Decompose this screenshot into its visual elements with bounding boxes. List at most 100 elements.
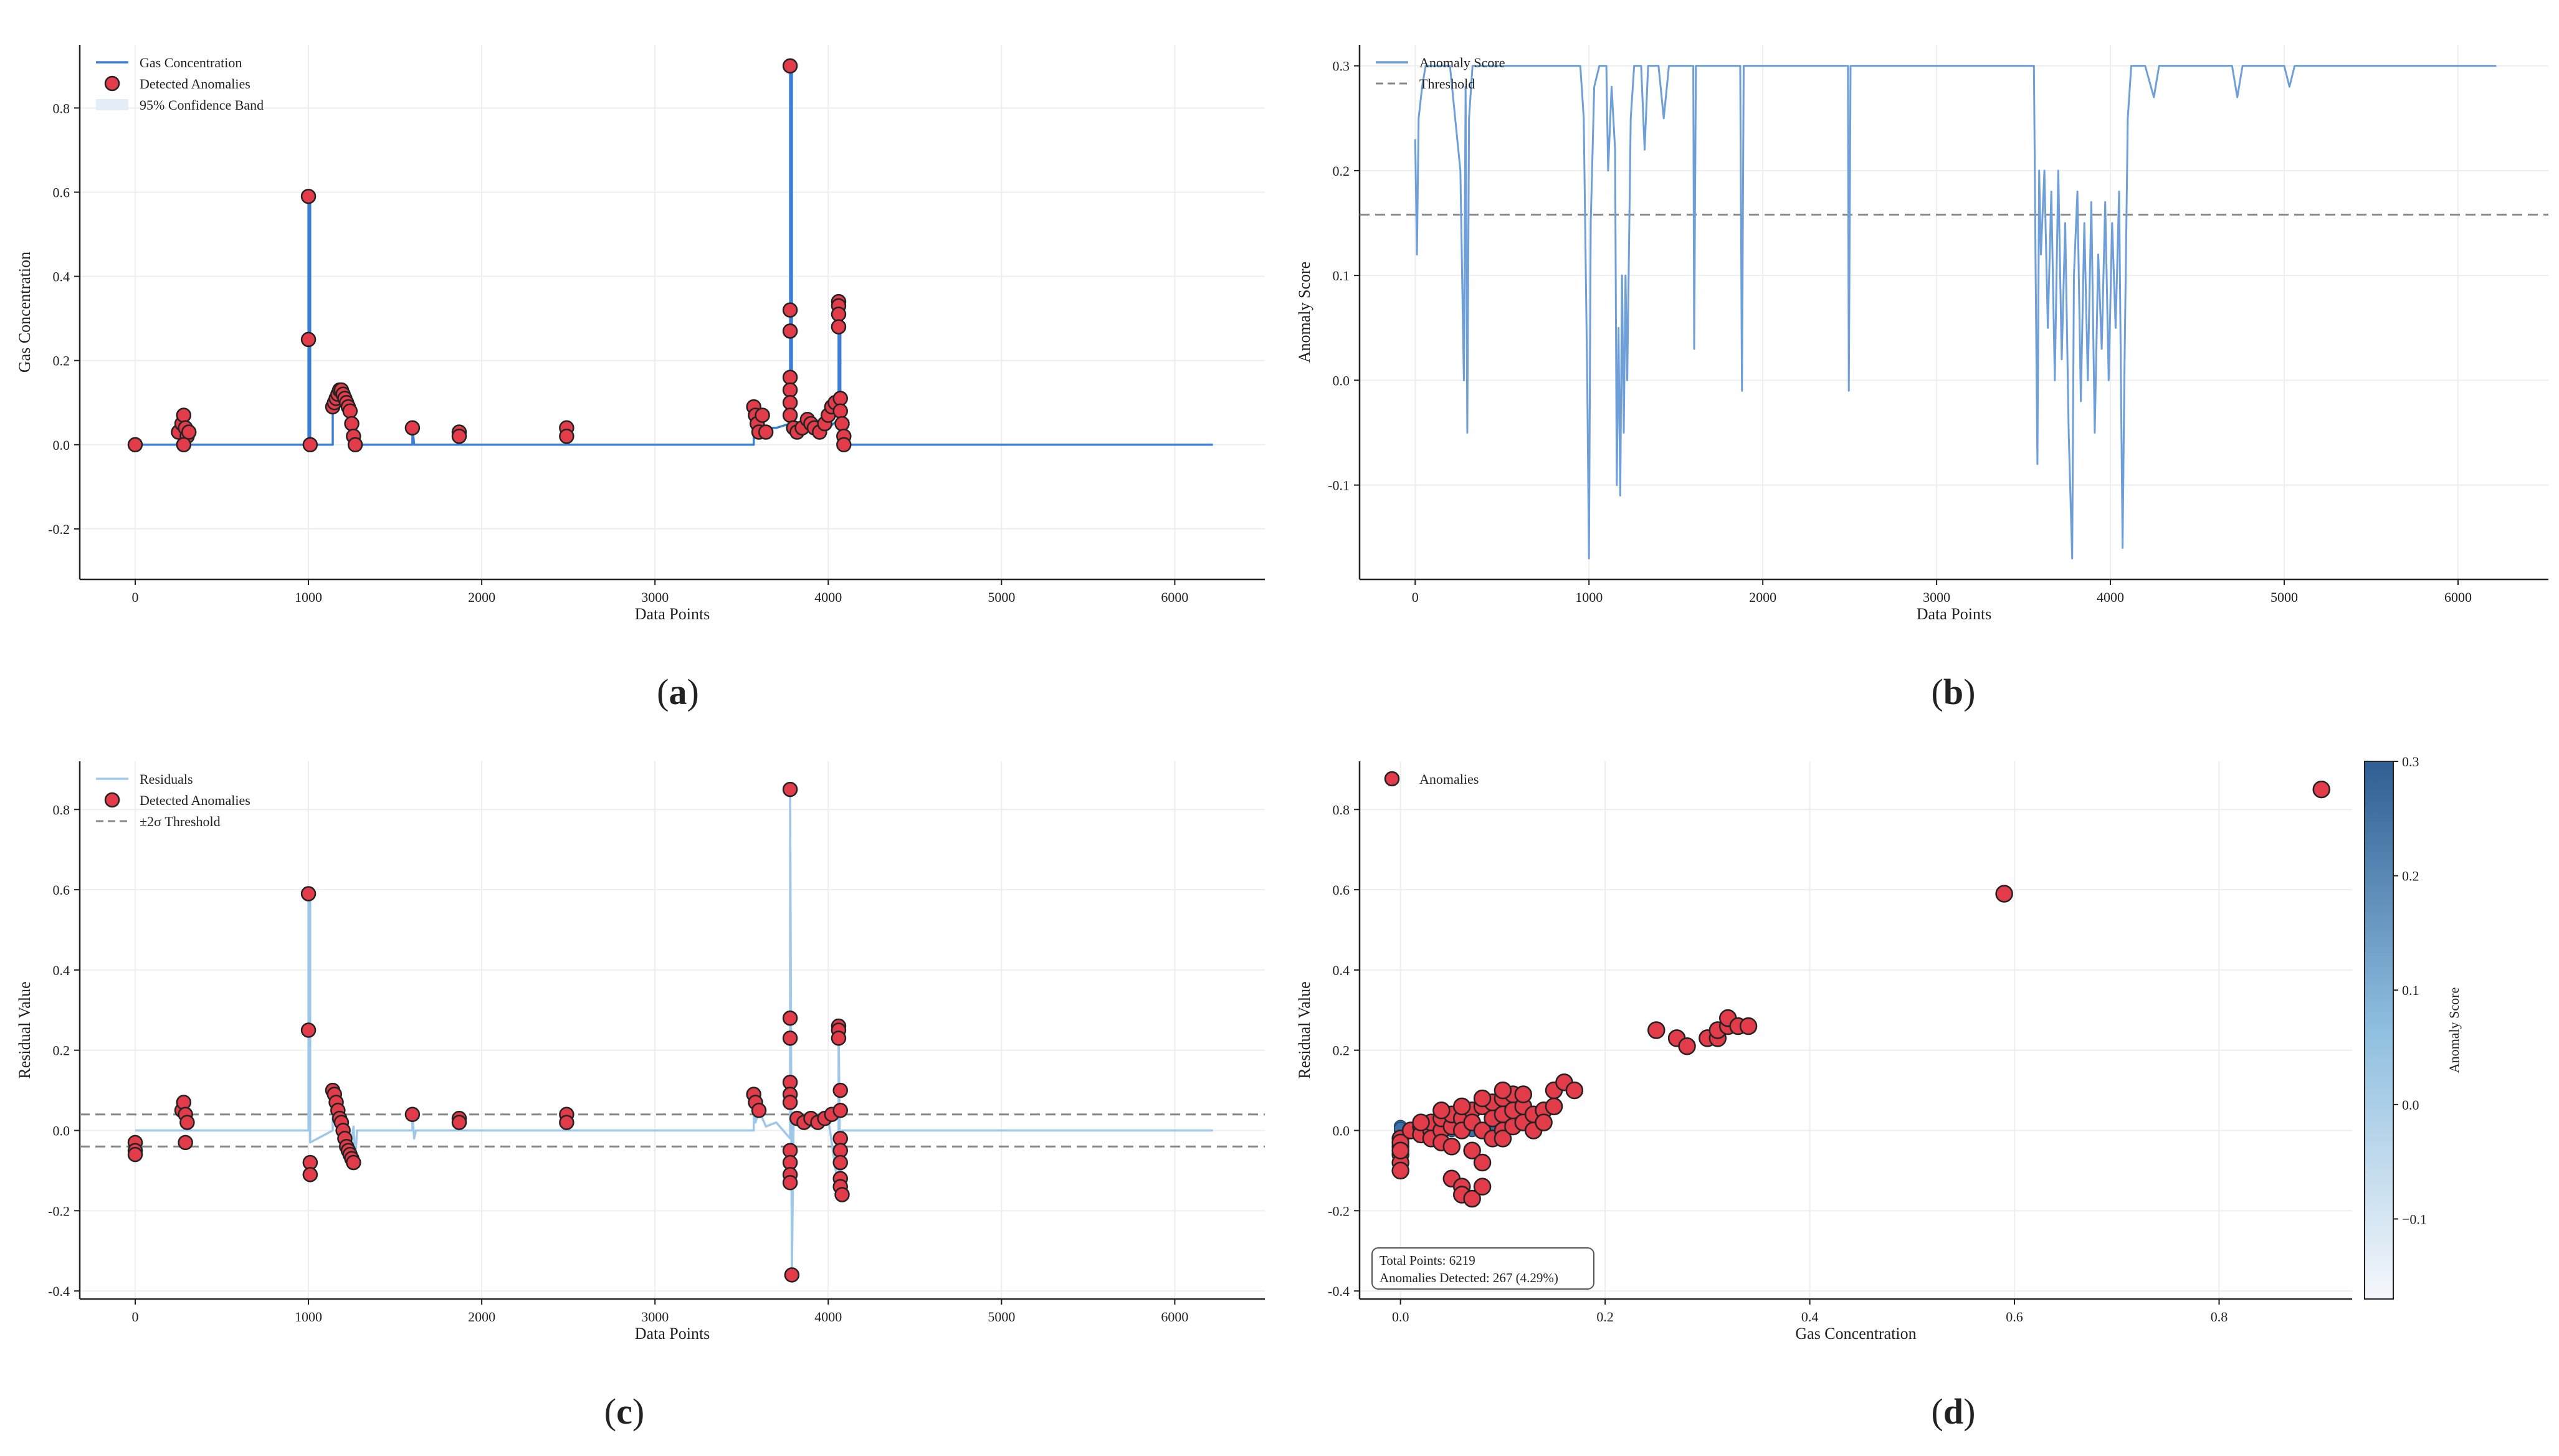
anomaly-point	[1391, 1161, 1409, 1180]
anomaly-point	[1647, 1021, 1665, 1039]
anomaly-point	[784, 1267, 800, 1283]
anomaly-point	[2312, 780, 2330, 799]
anomaly-point	[346, 1154, 361, 1171]
panel-label: (d)	[1932, 1391, 1976, 1432]
y-tick-label: 0.8	[53, 100, 70, 116]
y-tick-label: 0.6	[53, 184, 70, 200]
panel-d: 0.0 0.2 0.4 0.6 0.8 -0.4 -0.2 0.0 0.2 0.4 0.6 0.8 Ga…	[1295, 754, 2462, 1432]
legend-anomaly-marker	[104, 75, 120, 92]
anomaly-point	[782, 1010, 798, 1026]
anomaly-point	[782, 382, 798, 398]
y-tick-label: 0.0	[53, 437, 70, 453]
legend-band-swatch	[96, 99, 128, 110]
anomaly-point	[782, 395, 798, 411]
anomaly-point	[1565, 1081, 1584, 1100]
anomaly-point	[181, 424, 197, 440]
y-tick-label: 0.0	[1333, 1123, 1350, 1139]
anomaly-point	[302, 437, 318, 453]
y-axis-label: Residual Value	[1295, 981, 1313, 1078]
legend-label: 95% Confidence Band	[140, 97, 264, 113]
x-tick-label: 2000	[1749, 589, 1776, 605]
anomaly-point	[344, 416, 360, 432]
x-tick-label: 0	[1412, 589, 1419, 605]
y-tick-label: 0.4	[53, 963, 70, 978]
legend-label: ±2σ Threshold	[140, 814, 221, 829]
x-tick-label: 1000	[295, 1309, 322, 1325]
y-axis-label: Residual Value	[16, 981, 34, 1078]
anomaly-point	[451, 429, 467, 444]
y-tick-label: 0.0	[1333, 373, 1350, 388]
x-tick-label: 0.4	[1801, 1309, 1819, 1325]
anomaly-point	[831, 1030, 847, 1046]
anomaly-point	[1739, 1017, 1758, 1035]
x-tick-label: 0.0	[1392, 1309, 1409, 1325]
series-line-a	[135, 65, 1213, 446]
anomaly-point	[831, 307, 847, 322]
legend-anomaly-marker	[104, 792, 120, 808]
legend-label: Detected Anomalies	[140, 76, 250, 92]
y-tick-label: 0.2	[53, 353, 70, 369]
anomaly-point	[1494, 1130, 1512, 1148]
anomaly-point	[1432, 1102, 1451, 1120]
legend-label: Detected Anomalies	[140, 792, 250, 808]
y-tick-label: -0.1	[1328, 478, 1350, 493]
anomaly-point	[127, 437, 143, 453]
y-tick-label: -0.4	[1328, 1283, 1350, 1299]
x-tick-label: 6000	[1161, 589, 1188, 605]
anomaly-point	[1442, 1138, 1461, 1156]
y-tick-label: -0.2	[1328, 1203, 1350, 1219]
panel-b: 0 1000 2000 3000 4000 5000 6000 -0.1 0.0 0.1 0.2 0.…	[1295, 45, 2548, 712]
stats-box	[1371, 1247, 1594, 1290]
stats-text: Total Points: 6219	[1380, 1253, 1475, 1268]
panel-c: 0 1000 2000 3000 4000 5000 6000 -0.4 -0.2 0.0 0.2 0…	[16, 761, 1265, 1432]
anomaly-point	[782, 1174, 798, 1191]
panel-label: (b)	[1932, 672, 1976, 712]
anomaly-point	[1452, 1097, 1471, 1116]
y-axis-label: Anomaly Score	[1295, 262, 1313, 363]
anomaly-point	[782, 369, 798, 385]
legend-label: Residuals	[140, 771, 193, 787]
anomaly-point	[782, 323, 798, 339]
anomaly-point	[834, 416, 850, 432]
x-tick-label: 5000	[988, 589, 1015, 605]
y-tick-label: 0.6	[53, 882, 70, 898]
anomaly-point	[1678, 1037, 1696, 1055]
legend-label: Gas Concentration	[140, 55, 242, 70]
anomaly-point	[1473, 1089, 1492, 1108]
x-tick-label: 1000	[295, 589, 322, 605]
x-tick-label: 4000	[814, 1309, 842, 1325]
colorbar-label: Anomaly Score	[2446, 987, 2462, 1073]
y-tick-label: 0.4	[1333, 963, 1350, 978]
anomaly-point	[782, 781, 798, 797]
y-axis-label: Gas Concentration	[16, 252, 34, 373]
panel-a: 0 1000 2000 3000 4000 5000 6000 -0.2 0.0 0.2 0.4 0.…	[16, 45, 1265, 712]
anomaly-point	[176, 407, 192, 423]
panel-label: (c)	[604, 1391, 644, 1432]
colorbar-tick-label: −0.1	[2402, 1211, 2427, 1227]
anomaly-point	[832, 1103, 848, 1118]
anomaly-point	[1463, 1141, 1481, 1159]
x-tick-label: 0.6	[2006, 1309, 2023, 1325]
colorbar-tick-label: 0.2	[2402, 868, 2419, 884]
x-axis-label: Data Points	[635, 1325, 710, 1343]
anomaly-point	[178, 1135, 193, 1151]
x-tick-label: 6000	[1161, 1309, 1188, 1325]
x-tick-label: 2000	[468, 589, 495, 605]
anomaly-point	[1391, 1141, 1409, 1159]
anomaly-point	[347, 437, 363, 453]
anomaly-point	[1412, 1113, 1430, 1131]
anomaly-point	[758, 424, 774, 440]
anomaly-point	[1463, 1189, 1481, 1208]
anomaly-point	[404, 1106, 421, 1122]
x-tick-label: 2000	[468, 1309, 495, 1325]
x-tick-label: 0.8	[2211, 1309, 2228, 1325]
colorbar-tick-label: 0.0	[2402, 1097, 2419, 1113]
legend-anomaly-marker	[1384, 771, 1400, 787]
anomaly-point	[300, 886, 317, 902]
anomaly-point	[127, 1146, 143, 1163]
anomaly-point	[832, 1154, 848, 1171]
y-tick-label: 0.0	[53, 1123, 70, 1139]
x-tick-label: 0.2	[1596, 1309, 1614, 1325]
anomaly-point	[302, 1167, 318, 1182]
